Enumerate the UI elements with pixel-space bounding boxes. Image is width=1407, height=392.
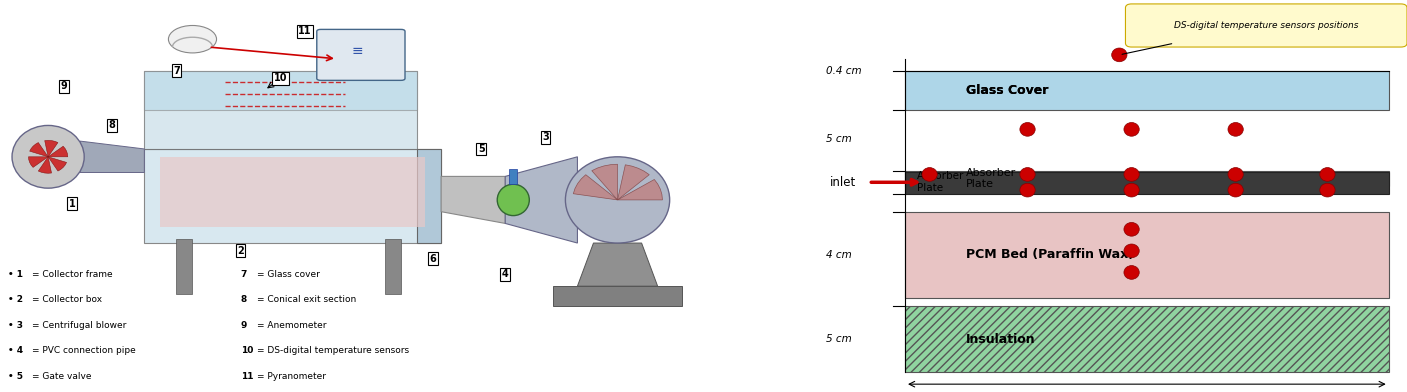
Ellipse shape — [1228, 122, 1244, 136]
Text: 4 cm: 4 cm — [826, 250, 851, 260]
Polygon shape — [618, 180, 663, 200]
Text: Absorber
Plate: Absorber Plate — [967, 167, 1017, 189]
Text: = Conical exit section: = Conical exit section — [256, 296, 356, 304]
Text: 9: 9 — [241, 321, 248, 330]
Text: 10: 10 — [241, 347, 253, 355]
Polygon shape — [80, 141, 145, 172]
Text: = DS-digital temperature sensors: = DS-digital temperature sensors — [256, 347, 409, 355]
Text: 11: 11 — [298, 26, 311, 36]
Polygon shape — [145, 71, 416, 149]
Text: Glass Cover: Glass Cover — [967, 83, 1048, 97]
Polygon shape — [28, 157, 48, 167]
Text: = Collector box: = Collector box — [32, 296, 103, 304]
Bar — [176, 239, 193, 294]
Ellipse shape — [1124, 183, 1140, 197]
Polygon shape — [48, 146, 68, 157]
Bar — [905, 172, 1389, 194]
Ellipse shape — [497, 184, 529, 216]
Text: 11: 11 — [241, 372, 253, 381]
Text: 3: 3 — [542, 132, 549, 142]
Ellipse shape — [1320, 183, 1335, 197]
Polygon shape — [416, 149, 442, 243]
Ellipse shape — [1020, 122, 1036, 136]
Text: 0.4 cm: 0.4 cm — [826, 65, 861, 76]
Bar — [509, 169, 518, 184]
Polygon shape — [573, 175, 618, 200]
Ellipse shape — [1020, 167, 1036, 181]
Text: 8: 8 — [241, 296, 246, 304]
Text: Absorber
Plate: Absorber Plate — [917, 171, 965, 193]
Text: Glass Cover: Glass Cover — [967, 83, 1048, 97]
Ellipse shape — [1124, 122, 1140, 136]
Text: = Anemometer: = Anemometer — [256, 321, 326, 330]
Ellipse shape — [1112, 48, 1127, 62]
Polygon shape — [45, 140, 58, 157]
Polygon shape — [30, 143, 48, 157]
Text: = Collector frame: = Collector frame — [32, 270, 113, 279]
Text: • 2: • 2 — [8, 296, 23, 304]
Ellipse shape — [922, 167, 937, 181]
Ellipse shape — [1228, 167, 1244, 181]
Bar — [905, 171, 1389, 186]
Bar — [553, 286, 681, 306]
Ellipse shape — [1124, 266, 1140, 279]
Text: • 4: • 4 — [8, 347, 23, 355]
Polygon shape — [618, 165, 649, 200]
Polygon shape — [160, 157, 425, 227]
Polygon shape — [38, 157, 52, 173]
Bar — [905, 306, 1389, 372]
Text: 4: 4 — [502, 269, 508, 279]
Ellipse shape — [169, 25, 217, 53]
Polygon shape — [577, 243, 657, 286]
Text: ≡: ≡ — [352, 44, 363, 58]
Text: = Gate valve: = Gate valve — [32, 372, 91, 381]
Polygon shape — [442, 176, 505, 223]
Ellipse shape — [1228, 183, 1244, 197]
Text: 1: 1 — [69, 199, 76, 209]
Text: Insulation: Insulation — [967, 332, 1036, 346]
Text: 5 cm: 5 cm — [826, 134, 851, 144]
Text: • 3: • 3 — [8, 321, 23, 330]
Ellipse shape — [1020, 183, 1036, 197]
Polygon shape — [48, 157, 66, 171]
Text: 7: 7 — [241, 270, 248, 279]
Text: • 5: • 5 — [8, 372, 23, 381]
Polygon shape — [145, 71, 416, 110]
Text: = Glass cover: = Glass cover — [256, 270, 319, 279]
Text: inlet: inlet — [830, 176, 855, 189]
Polygon shape — [505, 157, 577, 243]
FancyBboxPatch shape — [317, 29, 405, 80]
Text: DS-digital temperature sensors positions: DS-digital temperature sensors positions — [1173, 21, 1359, 30]
Text: 2: 2 — [238, 246, 243, 256]
Text: = PVC connection pipe: = PVC connection pipe — [32, 347, 136, 355]
Text: 9: 9 — [61, 81, 68, 91]
Ellipse shape — [1124, 167, 1140, 181]
Text: 10: 10 — [274, 73, 287, 83]
Text: 6: 6 — [429, 254, 436, 264]
Polygon shape — [145, 149, 442, 243]
Text: 7: 7 — [173, 65, 180, 76]
Ellipse shape — [13, 125, 84, 188]
Ellipse shape — [1320, 167, 1335, 181]
Polygon shape — [592, 164, 618, 200]
Text: • 1: • 1 — [8, 270, 23, 279]
Text: PCM Bed (Paraffin Wax): PCM Bed (Paraffin Wax) — [967, 248, 1134, 261]
Text: 8: 8 — [108, 120, 115, 131]
Ellipse shape — [1124, 223, 1140, 236]
Ellipse shape — [566, 157, 670, 243]
Text: = Pyranometer: = Pyranometer — [256, 372, 325, 381]
Ellipse shape — [1124, 244, 1140, 258]
Text: 5: 5 — [478, 144, 484, 154]
Text: = Centrifugal blower: = Centrifugal blower — [32, 321, 127, 330]
Bar — [905, 71, 1389, 110]
Text: 5 cm: 5 cm — [826, 334, 851, 344]
Bar — [905, 212, 1389, 298]
Bar — [386, 239, 401, 294]
FancyBboxPatch shape — [1126, 4, 1407, 47]
